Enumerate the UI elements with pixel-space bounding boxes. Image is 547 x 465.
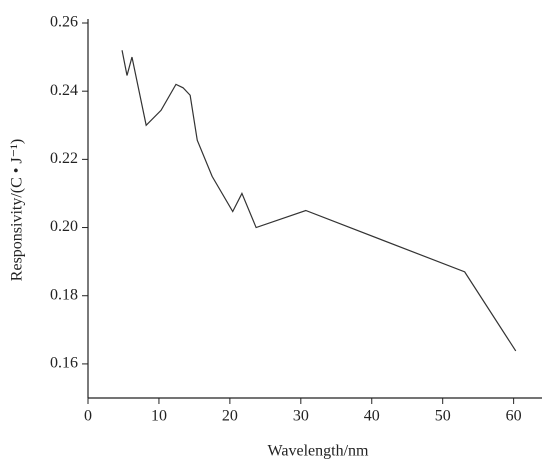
y-tick-label: 0.26: [50, 14, 78, 31]
y-tick-label: 0.16: [50, 355, 78, 372]
x-tick-label: 10: [151, 408, 167, 425]
y-axis-label: Responsivity/(C • J⁻¹): [9, 139, 26, 281]
y-tick-label: 0.24: [50, 82, 78, 99]
x-tick-label: 0: [84, 408, 92, 425]
x-tick-label: 50: [435, 408, 451, 425]
x-tick-label: 40: [364, 408, 380, 425]
x-axis-label: Wavelength/nm: [268, 443, 369, 460]
y-tick-label: 0.22: [50, 150, 78, 167]
x-tick-label: 60: [506, 408, 522, 425]
x-tick-label: 20: [222, 408, 238, 425]
y-tick-label: 0.20: [50, 218, 78, 235]
y-tick-label: 0.18: [50, 286, 78, 303]
data-line: [121, 50, 517, 352]
x-tick-label: 30: [293, 408, 309, 425]
